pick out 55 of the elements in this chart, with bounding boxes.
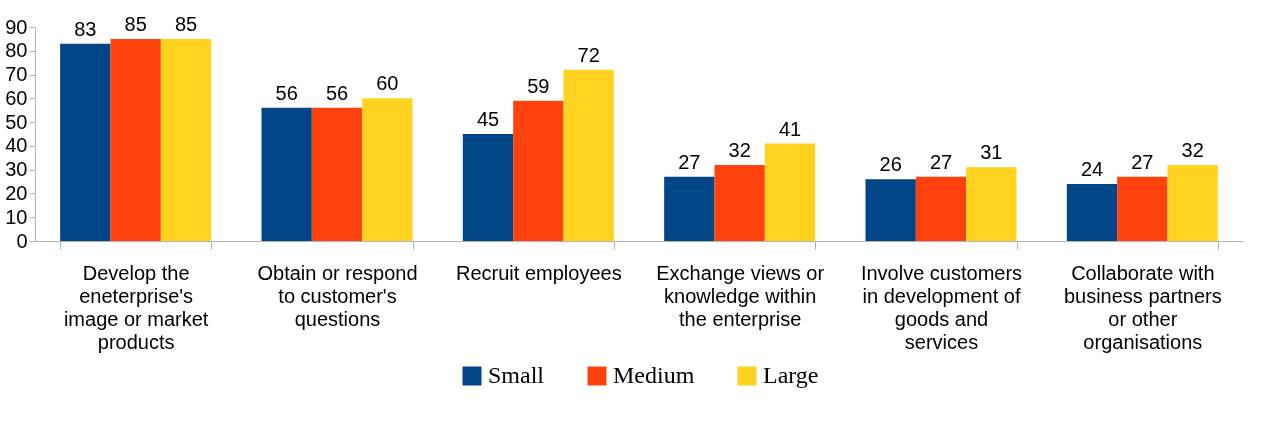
data-label: 32 bbox=[728, 138, 751, 161]
y-tick-label: 20 bbox=[5, 181, 28, 204]
data-label: 26 bbox=[879, 153, 902, 176]
bar bbox=[1167, 164, 1218, 241]
y-tick-label: 50 bbox=[5, 110, 28, 133]
bar bbox=[563, 69, 614, 241]
y-tick-label: 40 bbox=[5, 134, 28, 157]
data-label: 85 bbox=[174, 12, 198, 35]
data-label: 85 bbox=[124, 12, 147, 35]
x-tick-label: Involve customers in development of goods and services bbox=[860, 261, 1023, 353]
data-label: 24 bbox=[1080, 157, 1104, 180]
data-label: 31 bbox=[980, 141, 1003, 164]
bar bbox=[714, 164, 765, 241]
x-tick-label: Obtain or respond to customer's questions bbox=[257, 261, 418, 330]
bar bbox=[60, 43, 111, 241]
data-label: 45 bbox=[476, 108, 500, 130]
data-label: 56 bbox=[275, 81, 298, 104]
data-label: 32 bbox=[1181, 138, 1204, 161]
y-tick-label: 60 bbox=[5, 86, 28, 109]
y-tick-label: 0 bbox=[16, 229, 28, 252]
bar bbox=[110, 38, 161, 241]
bar bbox=[261, 107, 312, 241]
bar bbox=[664, 176, 715, 241]
legend-label: Small bbox=[488, 362, 545, 388]
y-tick-label: 30 bbox=[5, 158, 28, 181]
legend-label: Large bbox=[763, 362, 819, 388]
bar bbox=[865, 179, 916, 241]
x-tick-label: Develop the eneterprise's image or market products bbox=[63, 261, 209, 353]
bar bbox=[966, 167, 1017, 241]
legend-label: Medium bbox=[613, 362, 695, 388]
x-tick-label: Recruit employees bbox=[456, 261, 622, 284]
bar bbox=[462, 134, 514, 241]
data-label: 27 bbox=[678, 150, 701, 173]
bar bbox=[1117, 176, 1168, 241]
bar bbox=[311, 107, 363, 241]
y-tick-label: 70 bbox=[5, 63, 28, 86]
y-tick-label: 80 bbox=[5, 39, 28, 62]
x-tick-label: Exchange views or knowledge within the enterprise bbox=[656, 261, 825, 330]
bar bbox=[362, 98, 413, 241]
bar bbox=[915, 176, 967, 241]
data-label: 59 bbox=[527, 74, 550, 97]
bar bbox=[513, 100, 564, 241]
bar bbox=[764, 143, 816, 241]
bar bbox=[1066, 183, 1118, 241]
data-label: 72 bbox=[577, 43, 600, 66]
data-label: 41 bbox=[778, 117, 802, 140]
data-label: 83 bbox=[74, 17, 97, 40]
y-tick-label: 10 bbox=[5, 205, 28, 228]
data-label: 27 bbox=[1131, 150, 1154, 173]
data-label: 27 bbox=[929, 150, 953, 173]
bar bbox=[160, 38, 212, 241]
data-label: 56 bbox=[325, 81, 349, 104]
y-tick-label: 90 bbox=[5, 15, 28, 38]
x-tick-label: Collaborate with business partners or other organisations bbox=[1063, 261, 1222, 353]
data-label: 60 bbox=[376, 72, 399, 95]
